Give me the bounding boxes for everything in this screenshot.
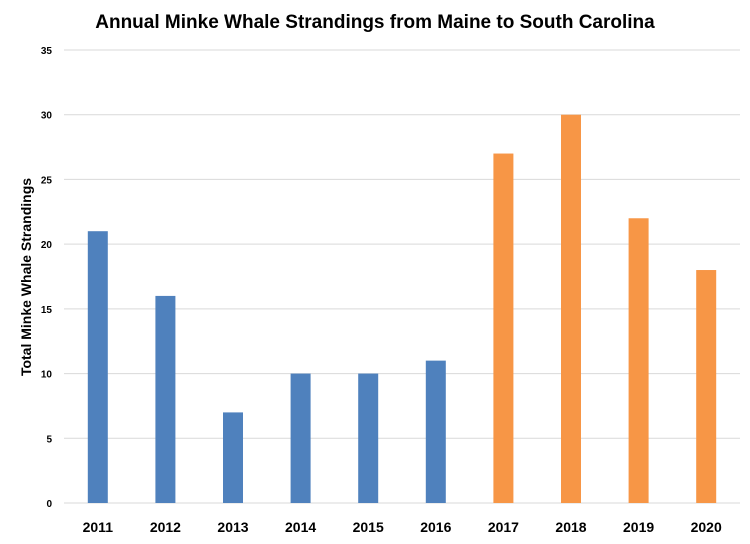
x-tick-label-2013: 2013: [217, 519, 248, 535]
bar-2013: [223, 412, 243, 503]
bar-2012: [155, 295, 176, 503]
bar-2015: [358, 373, 379, 503]
x-tick-label-2014: 2014: [285, 519, 316, 535]
bar-2011: [87, 231, 108, 503]
y-tick-label-10: 10: [41, 370, 53, 381]
y-tick-label-25: 25: [41, 175, 53, 186]
x-tick-label-2016: 2016: [420, 519, 451, 535]
x-tick-label-2011: 2011: [83, 519, 114, 535]
x-tick-label-2020: 2020: [691, 519, 722, 535]
bar-2014: [290, 373, 311, 503]
x-tick-label-2017: 2017: [488, 519, 519, 535]
y-axis-label: Total Minke Whale Strandings: [18, 178, 34, 376]
x-tick-label-2015: 2015: [353, 519, 384, 535]
gridlines: [64, 49, 740, 504]
y-axis-ticks: 0 5 10 15 20 25 30 35: [41, 46, 53, 510]
bars: [87, 114, 717, 504]
chart-title: Annual Minke Whale Strandings from Maine…: [95, 12, 655, 33]
x-axis-ticks: 2011 2012 2013 2014 2015 2016 2017 2018 2019 2020: [83, 519, 722, 535]
y-tick-label-20: 20: [41, 240, 53, 251]
bar-2016: [425, 360, 446, 503]
bar-2018: [561, 114, 581, 503]
y-tick-label-5: 5: [46, 434, 52, 445]
x-tick-label-2018: 2018: [555, 519, 586, 535]
x-tick-label-2012: 2012: [150, 519, 181, 535]
y-tick-label-35: 35: [41, 46, 53, 57]
y-tick-label-30: 30: [41, 111, 53, 122]
y-tick-label-0: 0: [46, 499, 52, 510]
y-tick-label-15: 15: [41, 305, 53, 316]
bar-2020: [696, 270, 717, 503]
bar-2017: [493, 153, 514, 504]
x-tick-label-2019: 2019: [623, 519, 654, 535]
bar-2019: [628, 218, 649, 503]
